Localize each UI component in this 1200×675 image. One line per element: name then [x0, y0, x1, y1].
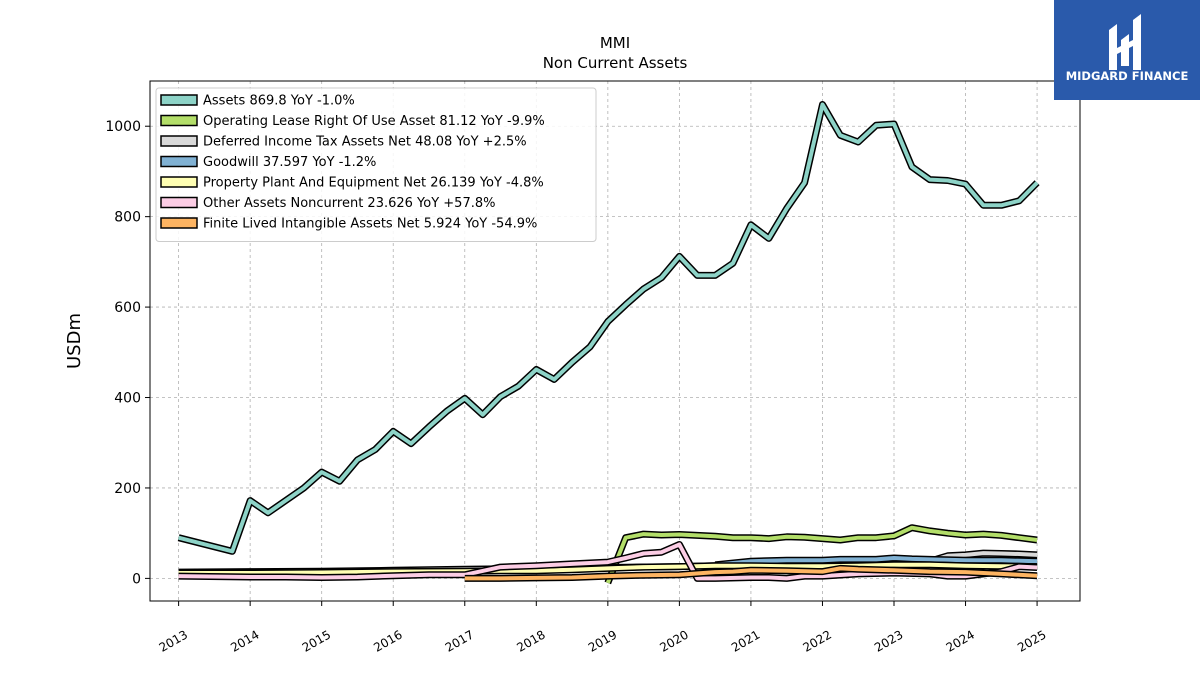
legend-entry: Finite Lived Intangible Assets Net 5.924…: [160, 217, 537, 232]
legend-swatch: [160, 217, 198, 229]
y-tick-label: 600: [114, 300, 141, 316]
legend-swatch: [160, 196, 198, 209]
legend-swatch: [160, 114, 198, 127]
legend-entry: Property Plant And Equipment Net 26.139 …: [160, 176, 544, 191]
series-line: [178, 102, 1039, 554]
series-3: [714, 554, 1038, 569]
y-tick-label: 0: [132, 571, 141, 587]
y-tick-label: 400: [114, 391, 141, 407]
series-layer: [177, 101, 1040, 585]
legend-label: Goodwill 37.597 YoY -1.2%: [203, 155, 376, 170]
legend-entry: Deferred Income Tax Assets Net 48.08 YoY…: [160, 135, 527, 150]
series-line: [714, 556, 1038, 567]
legend-swatch: [160, 94, 198, 106]
brand-name: MIDGARD FINANCE: [1066, 69, 1189, 83]
series-line: [464, 566, 1038, 581]
legend-entry: Operating Lease Right Of Use Asset 81.12…: [160, 114, 545, 129]
y-tick-label: 800: [114, 210, 141, 226]
legend-label: Operating Lease Right Of Use Asset 81.12…: [203, 114, 545, 129]
legend-label: Deferred Income Tax Assets Net 48.08 YoY…: [203, 135, 527, 150]
chart-title: MMI: [600, 34, 630, 52]
y-tick-label: 1000: [105, 119, 141, 135]
series-6: [464, 564, 1038, 582]
series-4: [178, 561, 1038, 577]
y-axis: 0 200 400 600 800 1000: [105, 119, 150, 587]
legend: Assets 869.8 YoY -1.0% Operating Lease Ri…: [155, 87, 597, 242]
legend-label: Finite Lived Intangible Assets Net 5.924…: [203, 217, 537, 232]
y-axis-label: USDm: [64, 313, 85, 369]
legend-entry: Assets 869.8 YoY -1.0%: [160, 94, 355, 109]
series-line: [605, 525, 1038, 584]
series-line: [178, 542, 1038, 581]
legend-label: Assets 869.8 YoY -1.0%: [203, 94, 355, 109]
brand-logo: MIDGARD FINANCE: [1054, 0, 1200, 100]
legend-swatch: [160, 155, 198, 168]
legend-label: Property Plant And Equipment Net 26.139 …: [203, 176, 544, 191]
series-line: [178, 562, 1038, 575]
y-tick-label: 200: [114, 481, 141, 497]
legend-box: [155, 87, 597, 242]
legend-label: Other Assets Noncurrent 23.626 YoY +57.8…: [203, 196, 495, 211]
series-1: [604, 524, 1038, 585]
legend-entry: Goodwill 37.597 YoY -1.2%: [160, 155, 376, 170]
chart-subtitle: Non Current Assets: [543, 54, 688, 72]
legend-entry: Other Assets Noncurrent 23.626 YoY +57.8…: [160, 196, 495, 211]
legend-swatch: [160, 176, 198, 188]
plot-frame: [149, 80, 1081, 602]
series-0: [177, 101, 1040, 555]
legend-swatch: [160, 135, 198, 147]
series-5: [178, 541, 1038, 582]
logo-mark-icon: [1109, 14, 1141, 70]
